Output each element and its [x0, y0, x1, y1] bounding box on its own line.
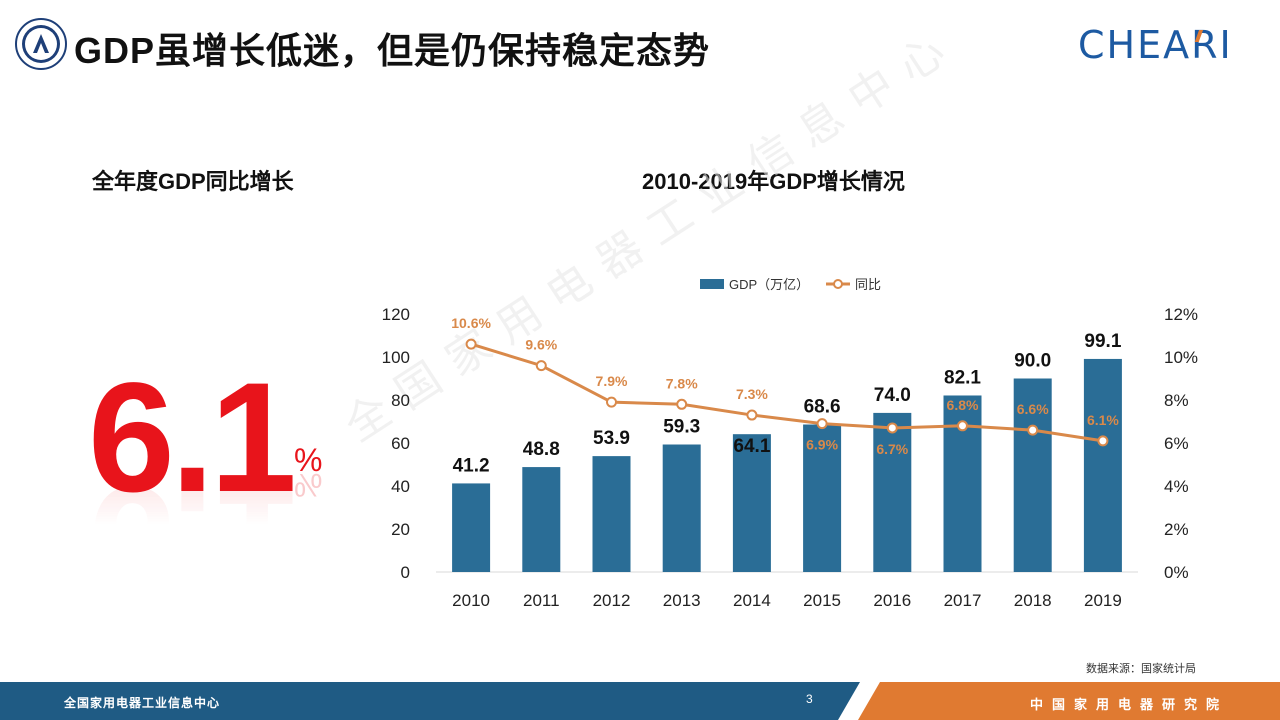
yoy-line: [470, 342, 1104, 443]
y2-tick-label: 4%: [1164, 477, 1189, 496]
page-title: GDP虽增长低迷，但是仍保持稳定态势: [74, 30, 711, 71]
y-tick-label: 120: [382, 305, 410, 324]
x-tick-label: 2015: [803, 591, 841, 610]
gdp-data-label: 90.0: [1014, 351, 1051, 372]
legend-bar-label: GDP（万亿）: [729, 277, 809, 292]
gdp-combo-chart: 0 20 40 60 80 100 120 0% 2% 4% 6% 8% 10% 12% 2010 2011 2…: [382, 277, 1198, 610]
yoy-data-label: 10.6%: [451, 315, 491, 331]
x-tick-label: 2019: [1084, 591, 1122, 610]
yoy-point: [1027, 424, 1039, 436]
y2-tick-label: 10%: [1164, 348, 1198, 367]
yoy-data-label: 7.9%: [596, 373, 628, 389]
yoy-data-label: 7.3%: [736, 386, 768, 402]
footer-institute-name: 中国家用电器研究院: [1030, 698, 1229, 713]
y-tick-label: 20: [391, 520, 410, 539]
gdp-data-label: 68.6: [804, 397, 841, 418]
legend-bar-swatch: [700, 279, 724, 289]
gdp-bar: [452, 483, 491, 572]
gdp-data-label: 82.1: [944, 367, 981, 388]
y2-tick-label: 8%: [1164, 391, 1189, 410]
y-tick-label: 0: [401, 563, 410, 582]
yoy-point: [465, 338, 477, 350]
gdp-data-label: 99.1: [1084, 331, 1121, 352]
yoy-point: [816, 418, 828, 430]
x-tick-label: 2012: [593, 591, 631, 610]
gdp-bar: [732, 434, 771, 572]
x-tick-label: 2013: [663, 591, 701, 610]
cheari-logo: CHEARI: [1078, 23, 1233, 67]
page-number: 3: [806, 692, 813, 706]
footer-bar: [0, 682, 1280, 720]
yoy-point: [957, 420, 968, 432]
gdp-data-label: 64.1: [733, 436, 770, 457]
y-tick-label: 80: [391, 391, 410, 410]
gdp-bar: [803, 424, 842, 572]
gdp-data-label: 74.0: [874, 385, 911, 406]
yoy-point: [535, 360, 547, 372]
y2-tick-label: 2%: [1164, 520, 1189, 539]
gdp-bar: [522, 467, 561, 572]
y-tick-label: 100: [382, 348, 410, 367]
gdp-data-label: 41.2: [453, 455, 490, 476]
annual-growth-heading: 全年度GDP同比增长: [92, 169, 294, 194]
chart-title: 2010-2019年GDP增长情况: [642, 169, 905, 194]
yoy-data-label: 7.8%: [666, 375, 698, 391]
legend-line-label: 同比: [855, 277, 881, 292]
legend-line-marker: [833, 279, 843, 289]
y-tick-label: 60: [391, 434, 410, 453]
brand-text: CHEARI: [1078, 23, 1233, 67]
x-tick-label: 2010: [452, 591, 490, 610]
yoy-data-label: 6.6%: [1017, 401, 1049, 417]
yoy-point: [606, 396, 617, 408]
x-tick-label: 2016: [873, 591, 911, 610]
annual-growth-value: 6.1: [88, 351, 297, 525]
gdp-data-label: 48.8: [523, 439, 560, 460]
gdp-bar: [1083, 358, 1122, 572]
yoy-point: [676, 398, 688, 410]
yoy-data-label: 6.8%: [947, 397, 979, 413]
yoy-data-label: 6.1%: [1087, 412, 1119, 428]
gdp-bar: [1013, 378, 1052, 572]
y2-tick-label: 6%: [1164, 434, 1189, 453]
x-tick-label: 2018: [1014, 591, 1052, 610]
gdp-bar: [662, 444, 701, 572]
gdp-bar: [873, 412, 912, 572]
x-tick-label: 2014: [733, 591, 771, 610]
annual-growth-unit: %: [294, 442, 323, 478]
gdp-data-label: 53.9: [593, 428, 630, 449]
x-tick-label: 2017: [944, 591, 982, 610]
yoy-point: [1097, 435, 1109, 447]
yoy-point: [886, 422, 898, 434]
y-tick-label: 40: [391, 477, 410, 496]
institute-logo-icon: [15, 18, 67, 70]
yoy-point: [746, 409, 758, 421]
gdp-data-label: 59.3: [663, 417, 700, 438]
yoy-data-label: 6.7%: [876, 441, 908, 457]
y2-tick-label: 0%: [1164, 563, 1189, 582]
footer-org-name: 全国家用电器工业信息中心: [64, 696, 221, 710]
x-tick-label: 2011: [523, 591, 560, 610]
source-note: 数据来源：国家统计局: [1086, 663, 1196, 675]
gdp-bar: [592, 456, 631, 572]
yoy-data-label: 6.9%: [806, 437, 838, 453]
y2-tick-label: 12%: [1164, 305, 1198, 324]
yoy-data-label: 9.6%: [525, 337, 557, 353]
